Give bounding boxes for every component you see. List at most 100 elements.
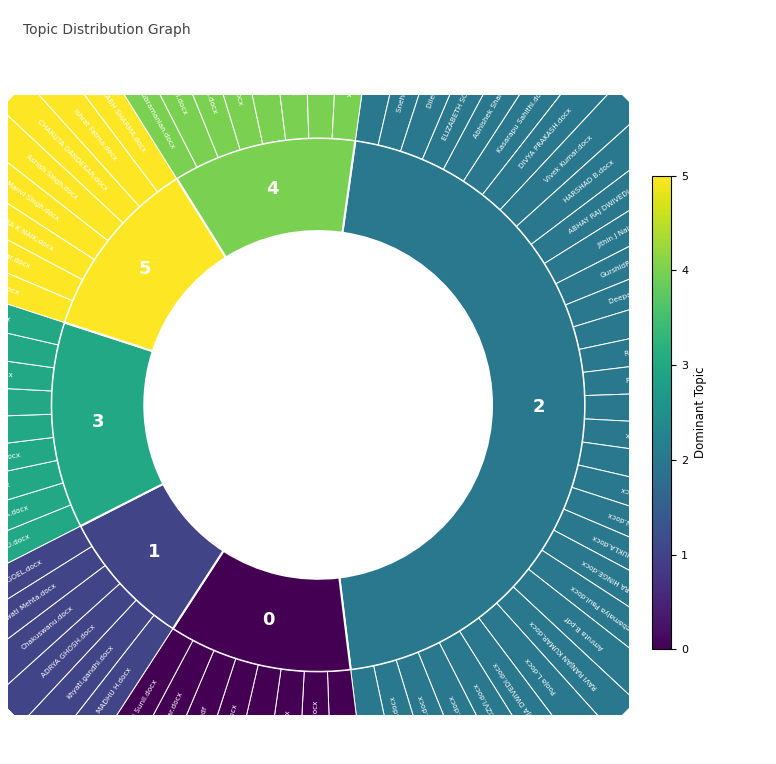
Text: DIVYA PRAKASH.docx: DIVYA PRAKASH.docx [518,107,573,170]
Text: NARENDRA SHUKLA.docx: NARENDRA SHUKLA.docx [592,533,677,578]
Wedge shape [0,565,120,696]
Wedge shape [0,584,136,723]
Text: Nandagopal.pdf: Nandagopal.pdf [182,705,208,762]
Wedge shape [155,0,240,157]
Text: Prasanna Nambiar.docx: Prasanna Nambiar.docx [625,371,711,384]
Wedge shape [542,530,702,642]
Text: 5: 5 [138,261,151,278]
Wedge shape [564,487,732,575]
Wedge shape [479,604,609,752]
Wedge shape [578,442,749,503]
Text: Dileep Matha.docx: Dileep Matha.docx [426,44,456,109]
Text: Vipin Kumar.docx: Vipin Kumar.docx [0,268,20,296]
Text: MONICA CHOPRA.docx: MONICA CHOPRA.docx [185,35,217,114]
Wedge shape [114,641,214,764]
Text: Ranjana Rathwar.docx: Ranjana Rathwar.docx [624,338,704,357]
Wedge shape [0,345,54,391]
Wedge shape [51,322,163,526]
Y-axis label: Dominant Topic: Dominant Topic [694,367,707,458]
Text: Chakuswanu.docx: Chakuswanu.docx [20,605,74,651]
Wedge shape [339,141,585,670]
Wedge shape [483,63,615,209]
Text: 3: 3 [92,413,105,431]
Text: Amruta B.pdf: Amruta B.pdf [565,615,605,651]
Wedge shape [0,82,140,223]
Text: HARSHAD B.docx: HARSHAD B.docx [563,160,615,204]
Text: Suraj Chauhan.docx: Suraj Chauhan.docx [621,486,691,511]
Text: Vivek Kumar.docx: Vivek Kumar.docx [543,134,594,184]
Text: 4: 4 [266,180,279,199]
Wedge shape [418,643,515,764]
Wedge shape [191,0,262,150]
Wedge shape [184,659,258,764]
Wedge shape [397,652,481,764]
Wedge shape [400,0,488,159]
Text: AMITABHA.docx: AMITABHA.docx [629,307,686,327]
Text: Prashant Bhat.pdf: Prashant Bhat.pdf [245,717,263,764]
Text: Ishrat Fatma.docx: Ishrat Fatma.docx [0,482,11,503]
Wedge shape [514,569,660,701]
Wedge shape [88,18,197,179]
Text: Ashish Singh.docx: Ashish Singh.docx [0,427,2,438]
Text: ADRYA GHOSH.docx: ADRYA GHOSH.docx [40,623,96,678]
Wedge shape [422,5,522,169]
Wedge shape [50,615,173,764]
Wedge shape [579,315,750,372]
Text: Biljula Sahithi.docx: Biljula Sahithi.docx [629,460,698,478]
Wedge shape [517,114,665,244]
Text: Avik Bhattacharya.docx: Avik Bhattacharya.docx [418,694,452,764]
Text: 2: 2 [532,398,545,416]
Text: Shiraz Siddiqui.docx: Shiraz Siddiqui.docx [251,22,269,96]
Wedge shape [121,2,218,167]
Wedge shape [501,87,641,226]
Text: ALANKRIT NIRJHAR.docx: ALANKRIT NIRJHAR.docx [277,711,292,764]
Text: Dhavakumar.docx: Dhavakumar.docx [448,693,480,755]
Wedge shape [0,546,105,666]
Text: Arun Kumar.docx: Arun Kumar.docx [0,238,31,270]
Text: Ashish Singh.docx: Ashish Singh.docx [25,154,78,201]
Wedge shape [0,382,51,420]
Wedge shape [459,618,580,764]
Wedge shape [177,138,355,257]
Wedge shape [64,179,226,351]
Text: DEVENDRA K NAIK.docx: DEVENDRA K NAIK.docx [0,202,55,251]
Text: Manoj Kumar.docx: Manoj Kumar.docx [636,405,702,411]
Text: Shambhai Mishra.docx: Shambhai Mishra.docx [345,15,359,97]
Wedge shape [566,242,734,327]
Wedge shape [443,21,555,181]
Wedge shape [0,505,80,602]
Wedge shape [532,144,687,264]
Wedge shape [296,672,334,764]
Text: Vipin Kumar.docx: Vipin Kumar.docx [0,300,11,322]
Text: Sneha Vijay Bhankar.docx: Sneha Vijay Bhankar.docx [397,21,428,112]
Text: 1: 1 [148,543,161,562]
Text: Pallavi Sunil.docx: Pallavi Sunil.docx [122,678,158,736]
Text: Jithin J Nair.docx: Jithin J Nair.docx [597,215,650,249]
Text: Kaustav Sen.docx: Kaustav Sen.docx [340,722,352,764]
Text: POOJA DWIVEDI.docx: POOJA DWIVEDI.docx [493,661,541,727]
Text: Sumith Chandru.docx: Sumith Chandru.docx [285,16,296,95]
Wedge shape [0,526,92,635]
Text: 0: 0 [262,610,275,629]
Wedge shape [22,601,154,747]
Wedge shape [0,307,58,367]
Text: RAHUL GOEL.docx: RAHUL GOEL.docx [0,558,43,597]
Wedge shape [0,201,82,300]
Wedge shape [80,484,223,629]
Text: Nilesh Birari.docx: Nilesh Birari.docx [368,719,384,764]
Wedge shape [258,669,304,764]
Text: SARVESH KARAN.docx: SARVESH KARAN.docx [608,511,685,545]
Text: CHARUTA DANDEKAR.docx: CHARUTA DANDEKAR.docx [0,452,20,474]
Wedge shape [0,138,108,260]
Wedge shape [351,666,408,764]
Wedge shape [585,390,753,428]
Text: Debamalya Paul.docx: Debamalya Paul.docx [570,584,637,633]
Text: Topic Distribution Graph: Topic Distribution Graph [23,23,191,37]
Text: Arun Kumar.docx: Arun Kumar.docx [0,332,4,350]
Wedge shape [545,175,705,283]
Text: Vikram Balasubramanian.docx: Vikram Balasubramanian.docx [116,50,175,149]
Text: Pooja L.docx: Pooja L.docx [525,656,558,694]
Wedge shape [439,631,549,764]
Wedge shape [0,235,72,322]
Wedge shape [332,0,379,141]
